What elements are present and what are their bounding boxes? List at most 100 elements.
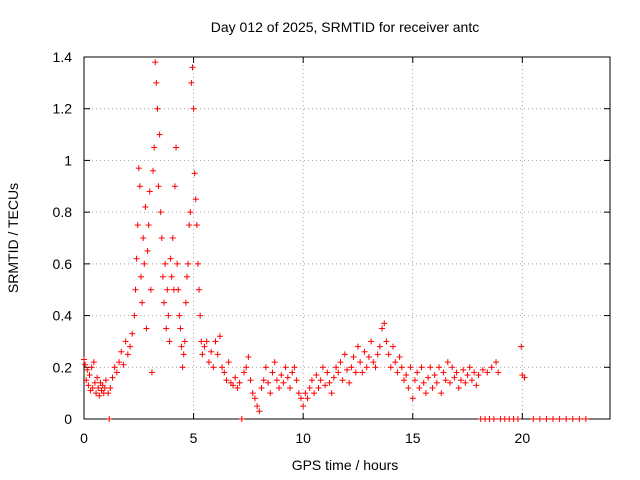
data-point <box>212 338 219 345</box>
data-point <box>181 338 188 345</box>
data-point <box>120 361 127 368</box>
data-point <box>124 351 131 358</box>
data-point <box>436 364 443 371</box>
data-point <box>306 384 313 391</box>
x-tick-label: 15 <box>405 430 421 446</box>
data-point <box>368 338 375 345</box>
data-point <box>289 369 296 376</box>
data-point <box>425 374 432 381</box>
data-point <box>317 377 324 384</box>
data-point <box>337 359 344 366</box>
data-point <box>219 364 226 371</box>
data-point <box>177 325 184 332</box>
data-point <box>85 382 92 389</box>
y-tick-label: 0.4 <box>53 308 73 324</box>
data-point <box>569 416 576 422</box>
data-point <box>582 416 589 422</box>
data-point <box>135 165 142 172</box>
data-point <box>152 59 159 66</box>
data-point <box>179 364 186 371</box>
data-point <box>488 364 495 371</box>
data-point <box>556 416 563 422</box>
data-point <box>262 364 269 371</box>
data-point <box>460 366 467 373</box>
data-point <box>293 377 300 384</box>
data-point <box>273 377 280 384</box>
data-point <box>455 384 462 391</box>
data-point <box>193 222 200 229</box>
data-point <box>174 260 181 267</box>
grid-lines <box>84 57 610 419</box>
data-point <box>169 235 176 241</box>
data-point <box>148 369 155 376</box>
data-point <box>438 390 445 397</box>
data-point <box>311 390 318 397</box>
data-point <box>385 351 392 358</box>
data-point <box>105 390 112 397</box>
data-point <box>300 403 307 410</box>
data-point <box>330 374 337 381</box>
data-point <box>165 312 172 319</box>
data-point <box>396 353 403 360</box>
data-point <box>276 384 283 391</box>
data-point <box>240 369 247 376</box>
data-point <box>171 183 178 190</box>
data-point <box>164 286 171 293</box>
data-point <box>287 384 294 391</box>
data-point <box>144 247 151 254</box>
data-point <box>466 364 473 371</box>
data-point <box>420 379 427 386</box>
data-point <box>444 359 451 366</box>
data-point <box>563 416 570 422</box>
data-point <box>427 364 434 371</box>
data-point <box>147 286 154 293</box>
data-point <box>341 351 348 358</box>
data-point <box>236 379 243 386</box>
y-tick-label: 1 <box>64 152 72 168</box>
data-point <box>88 364 95 371</box>
data-point <box>216 333 223 340</box>
data-point <box>196 286 203 293</box>
data-point <box>81 356 87 363</box>
data-point <box>82 361 89 368</box>
data-point <box>137 273 144 280</box>
data-point <box>136 183 143 190</box>
data-point <box>381 320 388 327</box>
data-point <box>160 299 167 306</box>
data-point <box>471 369 478 376</box>
data-point <box>291 364 298 371</box>
data-point <box>106 416 113 422</box>
data-point <box>418 364 425 371</box>
data-point <box>346 379 353 386</box>
data-points <box>81 59 589 422</box>
data-point <box>333 364 340 371</box>
x-tick-label: 20 <box>515 430 531 446</box>
data-point <box>95 384 102 391</box>
data-point <box>484 369 491 376</box>
data-point <box>398 364 405 371</box>
data-point <box>89 384 96 391</box>
data-point <box>308 377 315 384</box>
data-point <box>162 260 169 267</box>
data-point <box>133 255 140 262</box>
data-point <box>107 384 114 391</box>
data-point <box>313 372 320 379</box>
data-point <box>475 372 482 379</box>
data-point <box>464 372 471 379</box>
data-point <box>122 338 129 345</box>
data-point <box>479 366 486 373</box>
data-point <box>191 170 198 177</box>
chart-title: Day 012 of 2025, SRMTID for receiver ant… <box>211 19 479 35</box>
data-point <box>173 144 180 151</box>
data-point <box>416 384 423 391</box>
data-point <box>199 351 206 358</box>
data-point <box>576 416 583 422</box>
data-point <box>322 382 329 389</box>
data-point <box>221 369 228 376</box>
data-point <box>251 395 258 402</box>
data-point <box>348 364 355 371</box>
data-point <box>457 377 464 384</box>
data-point <box>91 379 98 386</box>
data-point <box>166 338 173 345</box>
data-point <box>462 379 469 386</box>
